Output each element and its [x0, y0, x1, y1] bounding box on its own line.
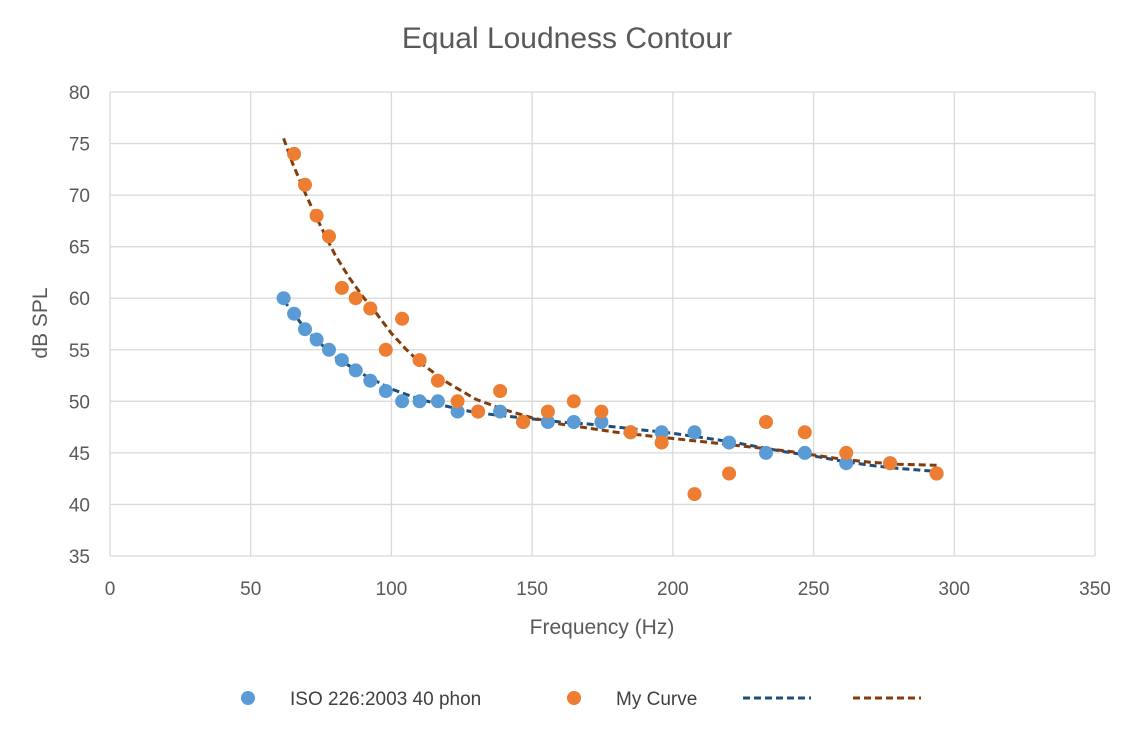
series-0-point: [322, 342, 336, 357]
series-1-point: [883, 456, 898, 471]
y-tick-label: 45: [69, 444, 90, 465]
series-1-point: [363, 301, 378, 316]
series-1-point: [722, 466, 737, 481]
legend: ISO 226:2003 40 phon My Curve: [241, 689, 921, 710]
x-tick-label: 300: [938, 579, 970, 600]
y-tick-label: 60: [69, 289, 90, 310]
series-0-point: [450, 404, 465, 419]
series-1-point: [594, 404, 609, 419]
series-0-point: [839, 456, 854, 471]
y-tick-label: 80: [69, 83, 90, 104]
series-0-point: [378, 384, 393, 398]
series-1-point: [839, 445, 854, 460]
series-1-point: [797, 425, 812, 440]
legend-marker-0: [241, 691, 255, 705]
x-tick-label: 350: [1079, 579, 1111, 600]
data-points: [276, 146, 944, 502]
x-axis-title: Frequency (Hz): [530, 616, 675, 639]
x-tick-label: 100: [376, 579, 408, 600]
series-0-point: [797, 445, 812, 460]
series-1-point: [298, 177, 312, 192]
y-tick-label: 75: [69, 135, 90, 156]
series-0-point: [348, 363, 363, 378]
series-1-point: [540, 404, 555, 419]
y-tick-label: 50: [69, 392, 90, 413]
series-1-point: [566, 394, 581, 409]
y-tick-label: 35: [69, 547, 90, 568]
series-0-point: [759, 445, 773, 460]
legend-label-1: My Curve: [616, 689, 697, 710]
series-0-point: [309, 332, 324, 347]
series-1-point: [929, 466, 944, 481]
chart-title: Equal Loudness Contour: [402, 22, 732, 55]
series-0-point: [566, 415, 581, 429]
series-1-point: [450, 394, 465, 409]
series-0-point: [363, 373, 378, 388]
series-1-point: [623, 425, 638, 440]
series-0-point: [298, 322, 312, 337]
series-1-point: [516, 415, 531, 429]
series-0-point: [287, 306, 302, 321]
x-tick-label: 150: [516, 579, 548, 600]
series-1-point: [471, 404, 486, 419]
trendline-3: [282, 137, 937, 467]
y-tick-label: 40: [69, 495, 90, 516]
series-1-point: [378, 342, 393, 357]
legend-marker-1: [567, 691, 581, 705]
series-0-point: [276, 291, 291, 306]
x-tick-label: 50: [240, 579, 261, 600]
series-0-point: [395, 394, 410, 409]
series-1-point: [395, 311, 410, 326]
series-1-point: [348, 291, 363, 306]
y-axis-title: dB SPL: [29, 287, 52, 358]
series-0-point: [540, 415, 555, 429]
x-tick-label: 0: [105, 579, 116, 600]
series-1-point: [334, 280, 349, 295]
series-1-point: [687, 487, 702, 502]
y-axis-ticks: 35 40 45 50 55 60 65 70 75 80: [69, 83, 90, 568]
x-tick-label: 200: [657, 579, 689, 600]
series-0-point: [687, 425, 702, 440]
series-1-point: [759, 415, 773, 429]
series-0-point: [722, 435, 737, 450]
x-tick-label: 250: [798, 579, 830, 600]
series-0-point: [412, 394, 427, 409]
x-axis-ticks: 0 50 100 150 200 250 300 350: [105, 579, 1111, 600]
series-0-point: [493, 404, 508, 419]
series-1-point: [412, 353, 427, 368]
series-1-point: [287, 146, 302, 161]
y-tick-label: 55: [69, 341, 90, 362]
series-1-point: [322, 229, 336, 244]
trendlines: [282, 137, 937, 473]
series-0-point: [334, 353, 349, 368]
series-1-point: [309, 208, 324, 223]
legend-label-0: ISO 226:2003 40 phon: [290, 689, 481, 710]
y-tick-label: 70: [69, 186, 90, 207]
y-tick-label: 65: [69, 238, 90, 259]
grid: [109, 91, 1096, 557]
series-0-point: [430, 394, 445, 409]
series-1-point: [493, 384, 508, 398]
series-1-point: [430, 373, 445, 388]
series-0-point: [594, 415, 609, 429]
series-0-point: [654, 425, 669, 440]
series-1-point: [654, 435, 669, 450]
